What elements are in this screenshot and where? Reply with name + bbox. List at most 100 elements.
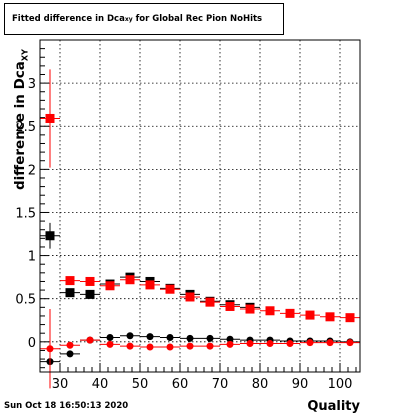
square-marker [225,301,235,311]
y-tick-label: 2 [28,163,36,178]
circle-marker [286,340,294,348]
x-tick-label: 100 [328,377,353,392]
data-point [220,301,240,311]
data-point [200,334,220,342]
y-tick-label: 1.5 [15,206,36,221]
square-marker [105,281,115,291]
circle-marker [166,343,174,351]
square-marker [125,275,135,285]
x-tick-label: 60 [172,377,189,392]
tick-labels: 30 40 50 60 70 80 90 100 0 0.5 1 1.5 2 2.5 3 [15,77,352,392]
square-marker [245,304,255,314]
data-point [320,339,340,347]
chart-title-subscript: xy [124,15,133,23]
circle-marker [126,332,134,340]
y-tick-label: 0 [28,336,36,351]
square-marker [305,310,315,320]
circle-marker [206,334,214,342]
grid-lines [40,40,360,372]
y-tick-label: 1 [28,250,36,265]
y-tick-label: 3 [28,77,36,92]
data-point [140,280,160,290]
plot-frame [39,39,361,373]
square-marker [165,284,175,294]
data-point [280,340,300,348]
square-marker [45,113,55,123]
data-point [220,335,240,343]
square-marker [65,276,75,286]
square-marker [85,289,95,299]
circle-marker [246,340,254,348]
y-axis-label-subscript: XY [20,49,30,62]
square-marker [145,280,155,290]
data-point [300,339,320,347]
data-point [220,340,240,348]
circle-marker [146,333,154,341]
data-point [260,340,280,348]
data-point [240,304,260,314]
x-tick-label: 90 [292,377,309,392]
square-marker [205,297,215,307]
circle-marker [206,342,214,350]
circle-marker [46,345,54,353]
data-point [260,306,280,316]
data-point [120,275,140,285]
data-point [200,297,220,307]
data-point [60,341,80,349]
square-marker [45,231,55,241]
circle-marker [86,336,94,344]
square-marker [185,292,195,302]
timestamp: Sun Oct 18 16:50:13 2020 [4,401,129,411]
data-point [340,313,360,323]
y-tick-label: 0.5 [15,293,36,308]
chart-title: Fitted difference in Dca xy for Global Re… [4,3,284,35]
data-markers [40,69,360,389]
square-marker [65,288,75,298]
square-marker [85,276,95,286]
y-axis-label-main: difference in Dca [12,61,28,190]
circle-marker [66,350,74,358]
circle-marker [166,334,174,342]
data-point [140,343,160,351]
data-point [280,308,300,318]
circle-marker [66,341,74,349]
x-tick-label: 50 [132,377,149,392]
x-tick-label: 70 [212,377,229,392]
circle-marker [146,343,154,351]
circle-marker [186,334,194,342]
chart-title-main: Fitted difference in Dca [12,14,125,24]
square-marker [265,306,275,316]
data-point [120,332,140,340]
x-axis-label: Quality [307,399,360,414]
circle-marker [326,339,334,347]
data-point [40,222,60,249]
data-point [100,281,120,291]
data-point [180,292,200,302]
data-point [180,342,200,350]
data-point [40,69,60,168]
data-point [60,288,80,298]
data-point [100,334,120,342]
data-point [80,289,100,299]
data-point [80,336,100,344]
data-point [120,342,140,350]
data-point [80,276,100,286]
data-point [140,333,160,341]
y-axis-label: difference in DcaXY [12,49,30,190]
data-point [160,334,180,342]
square-marker [345,313,355,323]
y-tick-label: 2.5 [15,120,36,135]
x-tick-label: 40 [92,377,109,392]
square-marker [325,312,335,322]
x-tick-label: 80 [252,377,269,392]
circle-marker [306,339,314,347]
circle-marker [106,334,114,342]
data-point [160,343,180,351]
data-point [60,276,80,286]
circle-marker [226,340,234,348]
circle-marker [186,342,194,350]
data-point [100,340,120,348]
data-point [340,339,360,347]
data-point [240,340,260,348]
